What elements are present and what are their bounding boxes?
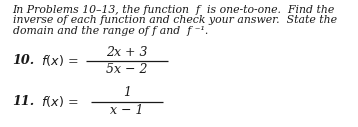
Text: 10.: 10. — [13, 54, 35, 67]
Text: x − 1: x − 1 — [110, 104, 144, 117]
Text: 5x − 2: 5x − 2 — [106, 63, 148, 76]
Text: 2x + 3: 2x + 3 — [106, 46, 148, 59]
Text: domain and the range of f and  f ⁻¹.: domain and the range of f and f ⁻¹. — [13, 26, 208, 36]
Text: $f(x)$ =: $f(x)$ = — [41, 53, 78, 68]
Text: inverse of each function and check your answer.  State the: inverse of each function and check your … — [13, 15, 337, 26]
Text: 1: 1 — [123, 86, 131, 99]
Text: 11.: 11. — [13, 95, 35, 108]
Text: $f(x)$ =: $f(x)$ = — [41, 94, 78, 109]
Text: In Problems 10–13, the function  f  is one-to-one.  Find the: In Problems 10–13, the function f is one… — [13, 5, 335, 15]
